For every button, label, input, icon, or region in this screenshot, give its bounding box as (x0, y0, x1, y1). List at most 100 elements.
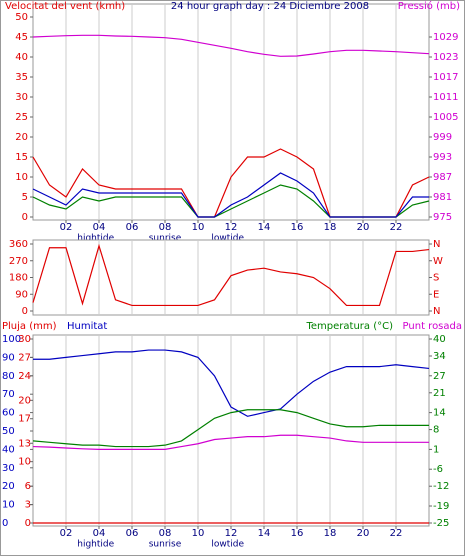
y3-tick-label: 17 (18, 414, 31, 425)
y2-tick-label: 21 (433, 388, 446, 399)
y-tick-label: 50 (15, 12, 28, 23)
y-tick-label: 0 (2, 518, 8, 529)
y-tick-label: 20 (15, 132, 28, 143)
x-tick-label: 16 (291, 528, 304, 539)
annotation: sunrise (149, 234, 182, 244)
x-tick-label: 04 (93, 222, 106, 233)
y-tick-label: 10 (15, 172, 28, 183)
y2-tick-label: W (433, 256, 443, 267)
y-tick-label: 0 (22, 212, 28, 223)
x-tick-label: 08 (159, 222, 172, 233)
x-tick-label: 18 (324, 528, 337, 539)
x-tick-label: 04 (93, 528, 106, 539)
y-tick-label: 20 (2, 481, 15, 492)
y3-tick-label: 3 (25, 500, 31, 511)
y2-tick-label: 999 (433, 132, 452, 143)
x-tick-label: 06 (126, 222, 139, 233)
x-tick-label: 20 (357, 528, 370, 539)
y-tick-label: 30 (15, 92, 28, 103)
x-tick-label: 22 (390, 528, 403, 539)
y-tick-label: 30 (2, 463, 15, 474)
y2-tick-label: 1023 (433, 52, 458, 63)
annotation: hightide (77, 540, 114, 550)
x-tick-label: 02 (60, 528, 73, 539)
y-tick-label: 90 (2, 352, 15, 363)
y2-tick-label: 981 (433, 192, 452, 203)
y-tick-label: 40 (2, 444, 15, 455)
y2-tick-label: N (433, 306, 440, 317)
series-line (32, 243, 430, 307)
y3-tick-label: 30 (18, 334, 31, 345)
y2-tick-label: 1011 (433, 92, 458, 103)
y3-tick-label: 13 (18, 438, 31, 449)
y-tick-label: 270 (9, 256, 28, 267)
x-tick-label: 02 (60, 222, 73, 233)
y-tick-label: 0 (22, 306, 28, 317)
y3-tick-label: 20 (18, 395, 31, 406)
x-tick-label: 10 (192, 222, 205, 233)
x-tick-label: 14 (258, 528, 271, 539)
y-tick-label: 360 (9, 239, 28, 250)
chart-title: 24 hour graph day : 24 Diciembre 2008 (171, 1, 369, 12)
x-tick-label: 22 (390, 222, 403, 233)
y3-tick-label: 6 (25, 481, 31, 492)
y2-tick-label: -12 (433, 481, 449, 492)
y2-tick-label: 8 (433, 425, 439, 436)
y2-tick-label: S (433, 273, 439, 284)
y2-axis-label: Pressió (mb) (398, 0, 460, 12)
y-tick-label: 80 (2, 371, 15, 382)
y-tick-label: 10 (2, 500, 15, 511)
x-tick-label: 10 (192, 528, 205, 539)
legend-entry: Pluja (mm) (2, 321, 57, 332)
y-tick-label: 70 (2, 389, 15, 400)
y-tick-label: 15 (15, 152, 28, 163)
annotation: lowtide (211, 540, 244, 550)
x-tick-label: 08 (159, 528, 172, 539)
y3-tick-label: 27 (18, 352, 31, 363)
series-line (32, 172, 429, 218)
y2-tick-label: 975 (433, 212, 452, 223)
y2-tick-label: 14 (433, 408, 446, 419)
y2-tick-label: 987 (433, 172, 452, 183)
x-tick-label: 14 (258, 222, 271, 233)
series-line (33, 349, 430, 417)
y2-tick-label: N (433, 239, 440, 250)
y-tick-label: 25 (15, 112, 28, 123)
y2-tick-label: 993 (433, 152, 452, 163)
y-tick-label: 100 (2, 334, 21, 345)
y2-tick-label: 27 (433, 371, 446, 382)
legend-entry: Temperatura (°C) (305, 321, 393, 332)
y2-tick-label: -25 (433, 518, 449, 529)
y-tick-label: 40 (15, 52, 28, 63)
y-tick-label: 50 (2, 426, 15, 437)
y-axis-label: Velocitat del vent (kmh) (5, 1, 125, 12)
legend-entry: Punt rosada (403, 321, 462, 332)
series-line (32, 34, 430, 57)
y2-tick-label: 34 (433, 351, 446, 362)
y2-tick-label: 40 (433, 334, 446, 345)
y2-tick-label: 1029 (433, 32, 458, 43)
y3-tick-label: 0 (25, 518, 31, 529)
y2-tick-label: -19 (433, 501, 449, 512)
series-line (32, 434, 429, 450)
y-tick-label: 35 (15, 72, 28, 83)
y3-tick-label: 24 (18, 371, 31, 382)
x-tick-label: 16 (291, 222, 304, 233)
y-tick-label: 60 (2, 408, 15, 419)
x-tick-label: 20 (357, 222, 370, 233)
annotation: hightide (77, 234, 114, 244)
legend-entry: Humitat (67, 321, 107, 332)
y-tick-label: 5 (22, 192, 28, 203)
y-tick-label: 180 (9, 273, 28, 284)
y2-tick-label: 1017 (433, 72, 458, 83)
x-tick-label: 12 (225, 528, 238, 539)
annotation: lowtide (211, 234, 244, 244)
series-line (32, 409, 429, 448)
y2-tick-label: -6 (433, 464, 443, 475)
y2-tick-label: E (433, 289, 439, 300)
annotation: sunrise (149, 540, 182, 550)
y2-tick-label: 1005 (433, 112, 458, 123)
y2-tick-label: 1 (433, 444, 439, 455)
y-tick-label: 45 (15, 32, 28, 43)
